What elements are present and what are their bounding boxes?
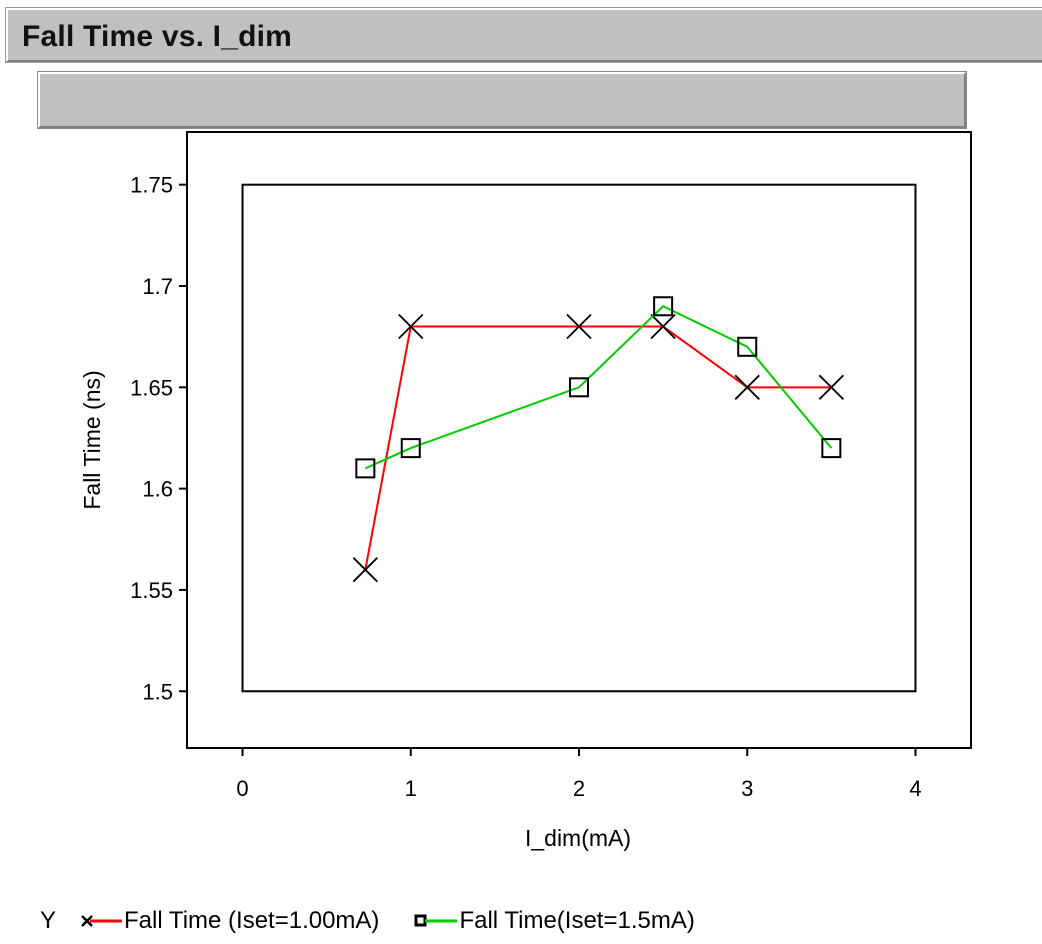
data-point-x xyxy=(734,374,760,400)
subtitle-bar xyxy=(37,71,967,129)
legend-label-series-2: Fall Time(Iset=1.5mA) xyxy=(459,907,695,934)
title-bar: Fall Time vs. I_dim xyxy=(5,7,1042,63)
chart-plot: 1.5 1.55 1.6 1.65 1.7 1.75 0 1 2 3 4 I_dim(mA) Fa… xyxy=(79,131,972,851)
data-point-square xyxy=(355,458,376,479)
legend-axis-label: Y xyxy=(40,907,57,934)
x-tick-label: 1 xyxy=(405,776,417,801)
data-point-x xyxy=(650,313,676,340)
legend-label-series-1: Fall Time (Iset=1.00mA) xyxy=(124,907,380,934)
x-tick-label: 2 xyxy=(573,776,585,801)
x-tick-label: 0 xyxy=(236,776,248,801)
series-line-2 xyxy=(364,305,833,470)
chart-title: Fall Time vs. I_dim xyxy=(22,20,293,53)
y-tick-label: 1.55 xyxy=(130,578,173,603)
data-point-square xyxy=(737,336,758,357)
y-axis-title: Fall Time (ns) xyxy=(79,370,105,509)
legend-item-series-2: Fall Time(Iset=1.5mA) xyxy=(411,907,695,935)
series-line-1 xyxy=(364,325,832,570)
data-point-square xyxy=(400,438,421,459)
data-point-x xyxy=(818,374,844,400)
square-marker-icon xyxy=(414,914,458,927)
legend-item-series-1: Fall Time (Iset=1.00mA) xyxy=(76,907,379,935)
x-marker-icon xyxy=(81,915,123,927)
y-axis: 1.5 1.55 1.6 1.65 1.7 1.75 xyxy=(130,173,187,704)
y-tick-label: 1.7 xyxy=(142,274,173,299)
y-tick-label: 1.65 xyxy=(130,375,173,400)
x-tick-label: 3 xyxy=(741,776,753,801)
y-tick-label: 1.6 xyxy=(142,477,173,502)
data-point-x xyxy=(398,313,424,340)
data-point-square xyxy=(653,296,674,317)
y-tick-label: 1.75 xyxy=(130,173,173,198)
y-tick-label: 1.5 xyxy=(142,679,173,704)
legend: Y Fall Time (Iset=1.00mA) Fall Time(Iset… xyxy=(40,906,727,936)
plot-frame xyxy=(186,131,972,749)
series-layer xyxy=(352,296,844,583)
data-point-square xyxy=(569,377,589,398)
data-point-x xyxy=(352,557,378,583)
x-axis-title: I_dim(mA) xyxy=(525,825,631,851)
x-tick-label: 4 xyxy=(909,776,921,801)
data-point-square xyxy=(821,438,842,459)
inner-data-frame xyxy=(241,183,917,693)
x-axis: 0 1 2 3 4 xyxy=(236,748,922,801)
data-point-x xyxy=(566,313,592,340)
